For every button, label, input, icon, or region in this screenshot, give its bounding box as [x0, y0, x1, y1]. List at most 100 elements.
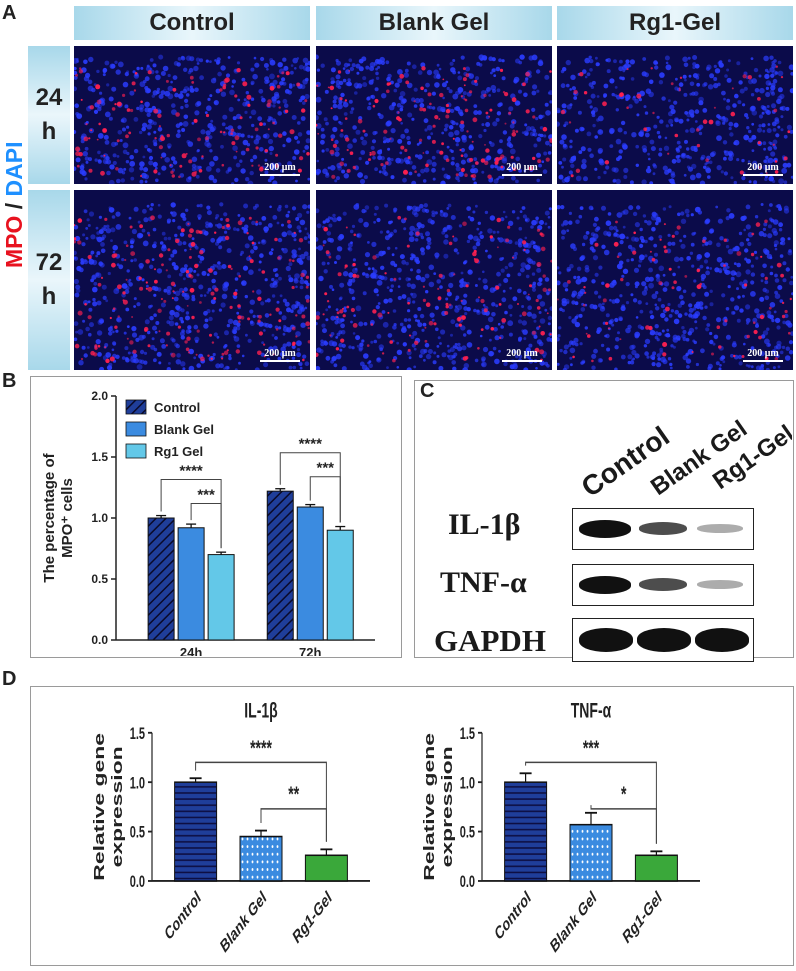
- panel-label-c: C: [420, 380, 435, 402]
- significance-bracket: [590, 805, 657, 844]
- chart-tnfa-expression: 0.0 0.5 1.0 1.5 Relative geneexpression TNF-α…: [421, 699, 700, 958]
- y-tick-label: 0.0: [130, 873, 145, 892]
- legend-label: Control: [154, 400, 200, 415]
- significance-label: *: [621, 782, 627, 806]
- y-tick-label: 2.0: [91, 389, 108, 403]
- chart-il1b-expression: 0.0 0.5 1.0 1.5 Relative geneexpression IL-1β…: [91, 699, 370, 958]
- column-header-control: Control: [74, 6, 310, 40]
- y-tick-label: 0.0: [91, 633, 108, 647]
- panel-d-frame: [30, 686, 794, 966]
- y-tick-label: 1.5: [130, 725, 145, 744]
- legend-swatch: [125, 399, 147, 415]
- blot-label-gapdh: GAPDH: [434, 623, 546, 658]
- scale-bar: 200 μm: [502, 348, 542, 362]
- micrograph-rg1-gel-24h: 200 μm: [557, 46, 793, 184]
- scale-bar: 200 μm: [260, 162, 300, 176]
- band-tnfa-control: [579, 576, 631, 594]
- scale-bar: 200 μm: [743, 348, 783, 362]
- bar: [207, 554, 235, 641]
- x-tick-label: Control: [162, 888, 203, 945]
- significance-label: ***: [197, 487, 215, 504]
- scale-bar-label: 200 μm: [747, 162, 779, 173]
- stain-label: MPO / DAPI: [1, 141, 27, 268]
- significance-bracket: [525, 761, 657, 844]
- panel-label-d: D: [2, 668, 17, 690]
- panel-label-b: B: [2, 370, 17, 392]
- column-header-blank-gel: Blank Gel: [316, 6, 552, 40]
- significance-label: ****: [250, 736, 273, 760]
- column-header-rg1-gel: Rg1-Gel: [557, 6, 793, 40]
- bar: [304, 854, 348, 882]
- bar: [504, 781, 548, 882]
- stain-label-mpo: MPO: [1, 216, 27, 268]
- y-axis-label: Relative geneexpression: [91, 733, 126, 881]
- bar: [266, 490, 294, 641]
- legend-swatch: [125, 421, 147, 437]
- micrograph-control-24h: 200 μm: [74, 46, 310, 184]
- row-header-72h-number: 72: [35, 249, 63, 276]
- stain-label-separator: /: [1, 196, 27, 215]
- band-tnfa-blank-gel: [639, 578, 687, 591]
- row-header-24h-number: 24: [35, 84, 63, 111]
- scale-bar-label: 200 μm: [264, 348, 296, 359]
- micrograph-control-72h: 200 μm: [74, 190, 310, 370]
- bar: [147, 517, 175, 641]
- blot-il1b: [572, 508, 754, 550]
- scale-bar: 200 μm: [743, 162, 783, 176]
- x-tick-label: Blank Gel: [548, 888, 599, 958]
- blot-label-il1b: IL-1β: [448, 508, 521, 541]
- significance-label: ****: [299, 436, 323, 453]
- scale-bar-label: 200 μm: [506, 348, 538, 359]
- x-tick-label: 24h: [180, 645, 202, 656]
- row-header-72h-unit: h: [41, 283, 57, 310]
- stain-label-dapi: DAPI: [1, 141, 27, 196]
- blot-label-tnfa: TNF-α: [440, 566, 527, 599]
- scale-bar: 200 μm: [502, 162, 542, 176]
- significance-label: ***: [583, 736, 600, 760]
- band-tnfa-rg1-gel: [697, 580, 743, 589]
- bar: [177, 527, 205, 641]
- significance-label: **: [288, 782, 300, 806]
- chart-title: TNF-α: [571, 699, 611, 723]
- blot-tnfa: [572, 564, 754, 606]
- scale-bar-label: 200 μm: [264, 162, 296, 173]
- y-tick-label: 1.5: [91, 450, 108, 464]
- legend-label: Rg1 Gel: [154, 444, 203, 459]
- x-tick-label: 72h: [299, 645, 321, 656]
- scale-bar: 200 μm: [260, 348, 300, 362]
- significance-bracket: [309, 476, 341, 523]
- significance-bracket: [195, 761, 327, 842]
- x-tick-label: Blank Gel: [218, 888, 269, 958]
- x-tick-label: Rg1-Gel: [291, 888, 335, 949]
- western-lane-labels: Control Blank Gel Rg1-Gel: [576, 415, 792, 500]
- scale-bar-label: 200 μm: [747, 348, 779, 359]
- band-il1b-blank-gel: [639, 522, 687, 535]
- y-axis-label: Relative geneexpression: [421, 733, 456, 881]
- bar: [569, 823, 613, 882]
- micrograph-blank-gel-24h: 200 μm: [316, 46, 552, 184]
- scale-bar-label: 200 μm: [506, 162, 538, 173]
- blot-gapdh: [572, 618, 754, 662]
- band-gapdh-blank-gel: [637, 628, 691, 652]
- y-axis-label-line1: Relative gene: [421, 733, 438, 881]
- significance-label: ***: [316, 460, 334, 477]
- y-axis-label-line1: The percentage of: [41, 452, 58, 582]
- x-tick-label: Control: [492, 888, 533, 945]
- y-tick-label: 0.5: [91, 572, 108, 586]
- panel-b-frame: [30, 376, 402, 658]
- band-gapdh-rg1-gel: [695, 628, 749, 652]
- band-il1b-control: [579, 520, 631, 538]
- y-tick-label: 1.0: [91, 511, 108, 525]
- y-tick-label: 1.0: [460, 774, 475, 793]
- row-header-24h-unit: h: [41, 118, 57, 145]
- y-tick-label: 0.0: [460, 873, 475, 892]
- chart-title: IL-1β: [244, 699, 277, 723]
- y-axis-label-line1: Relative gene: [91, 733, 108, 881]
- y-axis-label-line2: expression: [109, 746, 126, 867]
- bar: [174, 781, 218, 882]
- micrograph-rg1-gel-72h: 200 μm: [557, 190, 793, 370]
- panel-label-a: A: [2, 2, 17, 24]
- chart-mpo-percentage: 0.0 0.5 1.0 1.5 2.0 The percentage ofMPO⁺ cel…: [41, 389, 375, 656]
- significance-bracket: [260, 808, 327, 842]
- bar: [296, 506, 324, 641]
